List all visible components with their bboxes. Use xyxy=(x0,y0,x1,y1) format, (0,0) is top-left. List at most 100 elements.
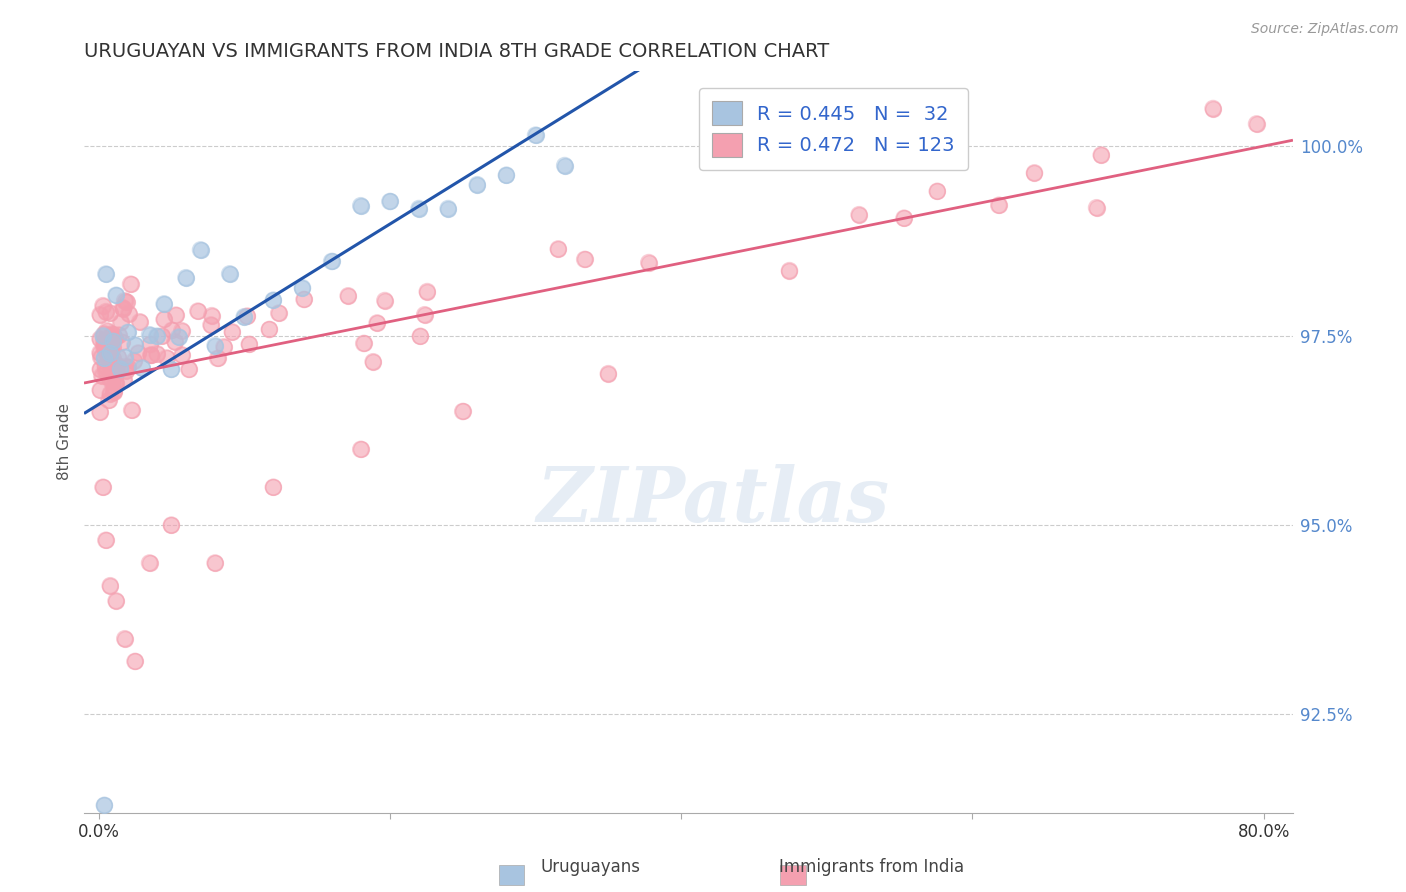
Point xyxy=(91,328,114,343)
Point xyxy=(96,324,118,338)
Point xyxy=(115,364,138,378)
Point xyxy=(104,358,127,372)
Point xyxy=(97,370,120,384)
Point xyxy=(93,338,115,352)
Point xyxy=(98,346,121,360)
Point xyxy=(238,337,260,351)
Point xyxy=(321,254,343,268)
Point xyxy=(104,368,127,383)
Point xyxy=(98,346,121,360)
Point xyxy=(163,334,186,349)
Point xyxy=(139,348,162,362)
Point xyxy=(221,325,243,339)
Point xyxy=(778,263,800,277)
Point xyxy=(115,294,138,309)
Point xyxy=(89,362,111,376)
Point xyxy=(987,198,1010,212)
Point xyxy=(337,289,360,303)
Point xyxy=(94,359,117,374)
Point xyxy=(97,338,120,352)
Point xyxy=(374,293,396,308)
Point xyxy=(204,556,226,570)
Point xyxy=(127,346,149,360)
Point xyxy=(893,211,915,226)
Point xyxy=(93,351,115,366)
Point xyxy=(100,376,122,390)
Point xyxy=(200,318,222,332)
Point xyxy=(89,405,111,419)
Point xyxy=(100,326,122,341)
Point xyxy=(848,208,870,222)
Point xyxy=(105,359,128,373)
Point xyxy=(89,308,111,322)
Point xyxy=(1024,166,1046,180)
Point xyxy=(201,309,224,323)
Point xyxy=(413,308,436,322)
Point xyxy=(122,353,145,368)
Point xyxy=(93,334,115,348)
Point xyxy=(114,351,136,365)
Point xyxy=(91,299,114,313)
Point xyxy=(174,270,197,285)
Point xyxy=(100,352,122,367)
Point xyxy=(128,315,150,329)
Point xyxy=(221,325,243,339)
Point xyxy=(160,362,183,376)
Point xyxy=(408,202,430,216)
Point xyxy=(361,355,384,369)
Point xyxy=(262,480,284,494)
Point xyxy=(207,351,229,366)
Point xyxy=(153,312,176,326)
Point xyxy=(413,308,436,322)
Point xyxy=(138,556,160,570)
Point xyxy=(1090,148,1112,162)
Point xyxy=(574,252,596,267)
Point xyxy=(101,351,124,366)
Point xyxy=(416,285,439,299)
Point xyxy=(101,334,124,348)
Text: ZIPatlas: ZIPatlas xyxy=(536,464,889,538)
Point xyxy=(107,350,129,364)
Point xyxy=(267,306,290,320)
Point xyxy=(112,372,135,386)
Point xyxy=(94,533,117,548)
Point xyxy=(218,267,240,281)
Point xyxy=(110,316,132,330)
Point xyxy=(128,315,150,329)
Point xyxy=(97,350,120,364)
Point xyxy=(139,348,162,362)
Point xyxy=(89,405,111,419)
Point xyxy=(139,337,162,351)
Point xyxy=(170,348,193,362)
Point xyxy=(262,293,284,308)
Point xyxy=(350,442,373,457)
Point xyxy=(267,306,290,320)
Point xyxy=(350,199,373,213)
Point xyxy=(104,376,127,390)
Point xyxy=(201,309,224,323)
Point xyxy=(353,336,375,351)
Point xyxy=(153,297,176,311)
Point xyxy=(174,270,197,285)
Point xyxy=(139,348,162,362)
Point xyxy=(94,364,117,378)
Point xyxy=(114,351,136,365)
Point xyxy=(97,393,120,408)
Point xyxy=(103,384,125,399)
Point xyxy=(111,301,134,315)
Point xyxy=(98,346,121,360)
Point xyxy=(121,403,143,417)
Point xyxy=(94,359,117,374)
Point xyxy=(98,306,121,320)
Point xyxy=(117,359,139,374)
Point xyxy=(100,358,122,372)
Point xyxy=(292,293,315,307)
Point xyxy=(1085,201,1108,215)
Point xyxy=(416,285,439,299)
Point xyxy=(105,594,128,608)
Point xyxy=(139,337,162,351)
Point xyxy=(146,346,169,360)
Point xyxy=(114,632,136,646)
Point xyxy=(200,318,222,332)
Point xyxy=(98,306,121,320)
